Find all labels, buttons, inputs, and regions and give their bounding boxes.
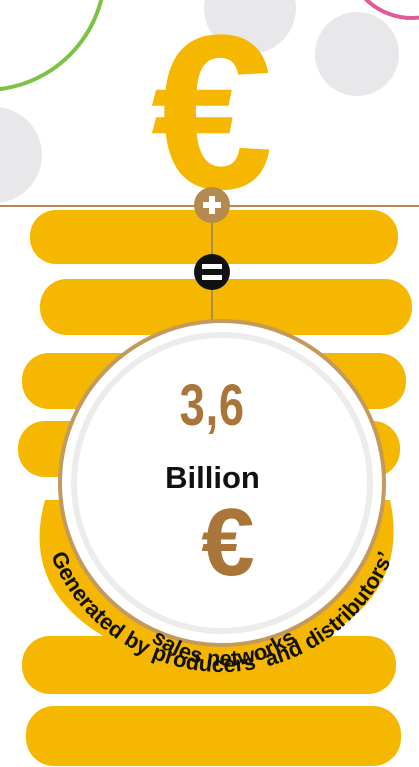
gray-bubble (315, 12, 399, 96)
badge-euro-icon: € (201, 489, 254, 596)
coin-bar (22, 636, 396, 694)
gray-bubble (204, 0, 296, 54)
coin-bar (26, 706, 401, 766)
badge-inner-ring (71, 332, 373, 634)
gray-bubble (0, 107, 42, 203)
plus-icon-v (209, 196, 215, 214)
headline-unit: Billion (165, 460, 260, 495)
magenta-ring (363, 0, 419, 20)
coin-bar (30, 210, 398, 264)
equals-icon (194, 254, 230, 290)
equals-icon-bottom (202, 275, 222, 280)
coin-bar (40, 279, 412, 335)
green-ring (0, 0, 104, 92)
equals-icon-top (202, 264, 222, 269)
headline-amount: 3,6 (179, 373, 245, 438)
